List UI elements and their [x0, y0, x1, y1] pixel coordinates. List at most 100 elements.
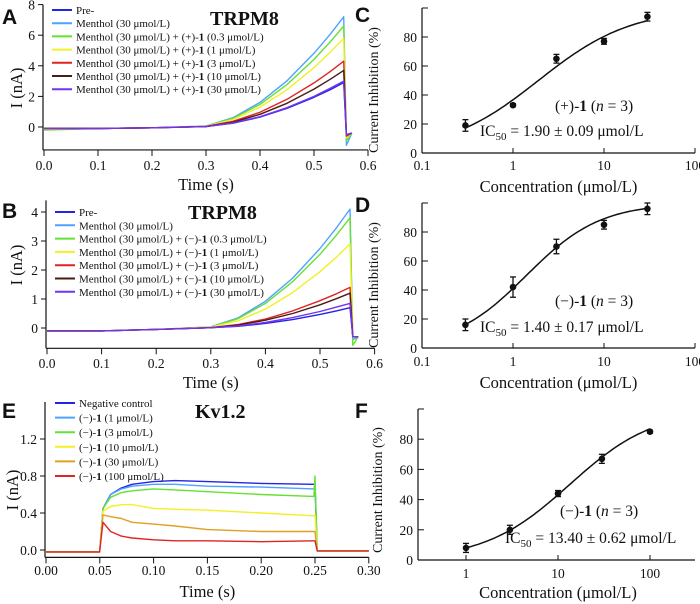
- chart-title: TRPM8: [188, 202, 257, 224]
- ic50-value: = 1.40 ± 0.17 μmol/L: [507, 319, 644, 336]
- legend-label-prefix: Menthol (30 μmol/L) + (−)-: [79, 287, 202, 299]
- legend-label-suffix: (100 μmol/L): [102, 471, 164, 483]
- x-tick-label: 0.1: [414, 354, 431, 369]
- legend-label-suffix: (3 μmol/L): [204, 58, 255, 70]
- y-tick-label: 2: [31, 263, 38, 278]
- legend-label: (−)-1 (1 μmol/L): [79, 413, 153, 425]
- legend-label: Menthol (30 μmol/L) + (−)-1 (10 μmol/L): [79, 274, 264, 286]
- legend-label-compound: 1: [96, 471, 102, 483]
- legend-label-compound: 1: [199, 58, 205, 70]
- x-tick-label: 0.20: [249, 563, 273, 578]
- legend-label-compound: 1: [199, 84, 205, 96]
- y-tick-label: 0: [410, 341, 417, 356]
- ic50-annotation: IC50 = 1.40 ± 0.17 μmol/L: [480, 319, 644, 339]
- panel-label: F: [355, 400, 368, 423]
- x-axis-title: Concentration (μmol/L): [480, 373, 638, 392]
- x-axis-title: Time (s): [183, 373, 239, 392]
- n-rest: = 3): [604, 293, 633, 310]
- legend-label: Menthol (30 μmol/L) + (−)-1 (3 μmol/L): [79, 260, 259, 272]
- compound-number: 1: [584, 503, 592, 520]
- y-tick-label: 3: [31, 234, 38, 249]
- panel-e: E Kv1.2 0.0 0.4 0.8 1.2 0.00 0.05 0.10 0.15 0.20 0.…: [2, 398, 381, 601]
- legend-label-suffix: (30 μmol/L): [204, 84, 261, 96]
- x-tick-label: 0.30: [357, 563, 381, 578]
- data-point: [509, 101, 517, 109]
- legend-label-suffix: (1 μmol/L): [207, 247, 258, 259]
- x-tick-label: 0.2: [148, 356, 165, 371]
- compound-name: (−)-1: [560, 503, 592, 520]
- x-tick-label: 0.1: [414, 158, 431, 173]
- n-count: (n = 3): [591, 293, 633, 310]
- compound-prefix: (−)-: [555, 293, 579, 310]
- panel-b: B TRPM8 0 1 2 3 4 0.0 0.1 0.2 0.3 0.4 0.5 0.6 Time (s)…: [2, 200, 383, 392]
- y-tick-label: 80: [400, 432, 414, 447]
- legend-label-suffix: (10 μmol/L): [204, 71, 261, 83]
- n-open: (: [591, 293, 596, 310]
- legend-label: Menthol (30 μmol/L): [76, 18, 170, 30]
- data-point: [644, 205, 651, 213]
- x-axis-title: Concentration (μmol/L): [480, 177, 638, 196]
- y-tick-label: 6: [28, 28, 35, 43]
- legend-label: Menthol (30 μmol/L) + (+)-1 (0.3 μmol/L): [76, 31, 264, 43]
- legend-label-prefix: Menthol (30 μmol/L) + (+)-: [76, 45, 199, 57]
- data-point: [554, 490, 562, 497]
- legend-label-prefix: (−)-: [79, 427, 97, 439]
- legend-label: Menthol (30 μmol/L) + (−)-1 (0.3 μmol/L): [79, 234, 267, 246]
- ic50-label: IC: [480, 319, 496, 336]
- y-tick-label: 20: [404, 312, 418, 327]
- x-tick-label: 0.1: [90, 158, 107, 173]
- x-tick-label: 0.6: [360, 158, 377, 173]
- x-tick-label: 100: [640, 566, 661, 581]
- y-tick-label: 8: [28, 0, 35, 13]
- data-point: [506, 526, 514, 534]
- panel-a: A TRPM8 0 2 4 6 8 0.0 0.1 0.2 0.3 0.4 0.5 0.6 Time (s)…: [2, 0, 377, 194]
- x-tick-label: 0.4: [252, 158, 269, 173]
- compound-prefix: (−)-: [560, 503, 584, 520]
- y-tick-label: 4: [31, 205, 38, 220]
- trace-5: [47, 292, 359, 338]
- data-point: [462, 122, 469, 129]
- ic50-annotation: IC50 = 13.40 ± 0.62 μmol/L: [505, 530, 676, 550]
- legend-label: Pre-: [79, 207, 98, 219]
- data-point: [462, 544, 470, 552]
- compound-annotation: (−)-1 (n = 3): [555, 293, 633, 310]
- x-tick-label: 0.3: [202, 356, 219, 371]
- ic50-subscript: 50: [496, 131, 508, 143]
- legend-label-suffix: (3 μmol/L): [102, 427, 153, 439]
- n-symbol: n: [596, 293, 604, 310]
- panel-label: C: [355, 4, 370, 27]
- x-tick-label: 0.3: [198, 158, 215, 173]
- trace-3: [46, 504, 369, 553]
- legend-label-compound: 1: [202, 260, 208, 272]
- legend-label: Menthol (30 μmol/L) + (−)-1 (30 μmol/L): [79, 287, 264, 299]
- x-tick-label: 10: [551, 566, 565, 581]
- x-tick-label: 0.25: [303, 563, 327, 578]
- compound-name: (−)-1: [555, 293, 587, 310]
- ic50-value: = 13.40 ± 0.62 μmol/L: [532, 530, 677, 547]
- legend-label: (−)-1 (30 μmol/L): [79, 456, 159, 468]
- y-tick-label: 60: [404, 254, 418, 269]
- y-tick-label: 80: [404, 225, 418, 240]
- legend-label: Menthol (30 μmol/L) + (+)-1 (1 μmol/L): [76, 45, 256, 57]
- x-tick-label: 0.2: [144, 158, 161, 173]
- x-tick-label: 100: [685, 354, 700, 369]
- x-tick-label: 100: [685, 158, 700, 173]
- trace-6: [44, 80, 352, 136]
- legend-label: (−)-1 (100 μmol/L): [79, 471, 164, 483]
- data-point: [553, 55, 560, 63]
- x-tick-label: 0.5: [306, 158, 323, 173]
- data-point: [600, 38, 608, 45]
- compound-name: (+)-1: [555, 98, 587, 115]
- x-tick-label: 0.00: [34, 563, 58, 578]
- legend-label-suffix: (1 μmol/L): [102, 413, 153, 425]
- n-rest: = 3): [609, 503, 638, 520]
- legend-label: Menthol (30 μmol/L) + (−)-1 (1 μmol/L): [79, 247, 259, 259]
- x-tick-label: 0.05: [88, 563, 112, 578]
- legend-label-compound: 1: [202, 287, 208, 299]
- y-tick-label: 0.4: [20, 506, 37, 521]
- y-tick-label: 1: [31, 292, 38, 307]
- legend-label-prefix: Menthol (30 μmol/L) + (−)-: [79, 234, 202, 246]
- n-open: (: [591, 98, 596, 115]
- y-axis-title: I (nA): [7, 68, 26, 109]
